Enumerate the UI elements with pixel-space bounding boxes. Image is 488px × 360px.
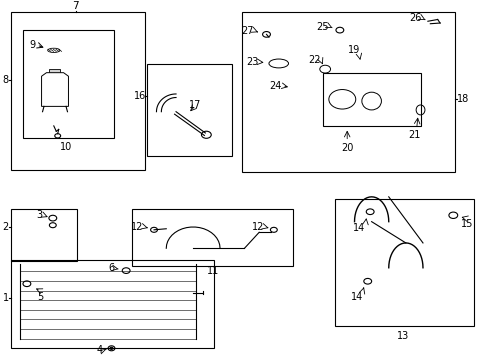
Text: 3: 3 <box>36 210 42 220</box>
Text: 7: 7 <box>72 1 79 11</box>
Text: 23: 23 <box>245 57 258 67</box>
Text: 25: 25 <box>315 22 328 32</box>
Bar <box>334 199 473 326</box>
Text: 26: 26 <box>408 13 421 23</box>
Bar <box>322 73 420 126</box>
Bar <box>146 64 232 156</box>
Text: 2: 2 <box>2 222 9 232</box>
Text: 22: 22 <box>307 55 320 65</box>
Text: 21: 21 <box>407 130 420 140</box>
Text: 13: 13 <box>396 331 409 341</box>
Text: 15: 15 <box>460 219 472 229</box>
Text: 5: 5 <box>38 292 43 302</box>
Text: 12: 12 <box>251 222 264 232</box>
Text: 24: 24 <box>268 81 281 91</box>
Text: 4: 4 <box>96 345 102 355</box>
Text: 6: 6 <box>108 264 115 274</box>
Text: 1: 1 <box>2 293 9 303</box>
Text: 16: 16 <box>133 91 145 101</box>
Circle shape <box>110 347 113 349</box>
Text: 9: 9 <box>29 40 35 50</box>
Bar <box>11 260 213 348</box>
Bar <box>11 12 145 170</box>
Bar <box>49 69 60 73</box>
Text: 8: 8 <box>2 75 9 85</box>
Bar <box>11 209 77 261</box>
Text: 27: 27 <box>240 26 253 36</box>
Text: 17: 17 <box>189 100 202 109</box>
Text: 14: 14 <box>352 224 365 233</box>
Text: 19: 19 <box>347 45 360 55</box>
Text: 12: 12 <box>131 222 143 232</box>
Bar <box>23 30 114 138</box>
Bar <box>132 209 293 266</box>
Text: 20: 20 <box>340 143 353 153</box>
Bar <box>242 12 454 172</box>
Text: 18: 18 <box>456 94 468 104</box>
Text: 11: 11 <box>206 266 219 276</box>
Text: 10: 10 <box>60 142 72 152</box>
Polygon shape <box>41 73 68 107</box>
Text: 14: 14 <box>350 292 363 302</box>
